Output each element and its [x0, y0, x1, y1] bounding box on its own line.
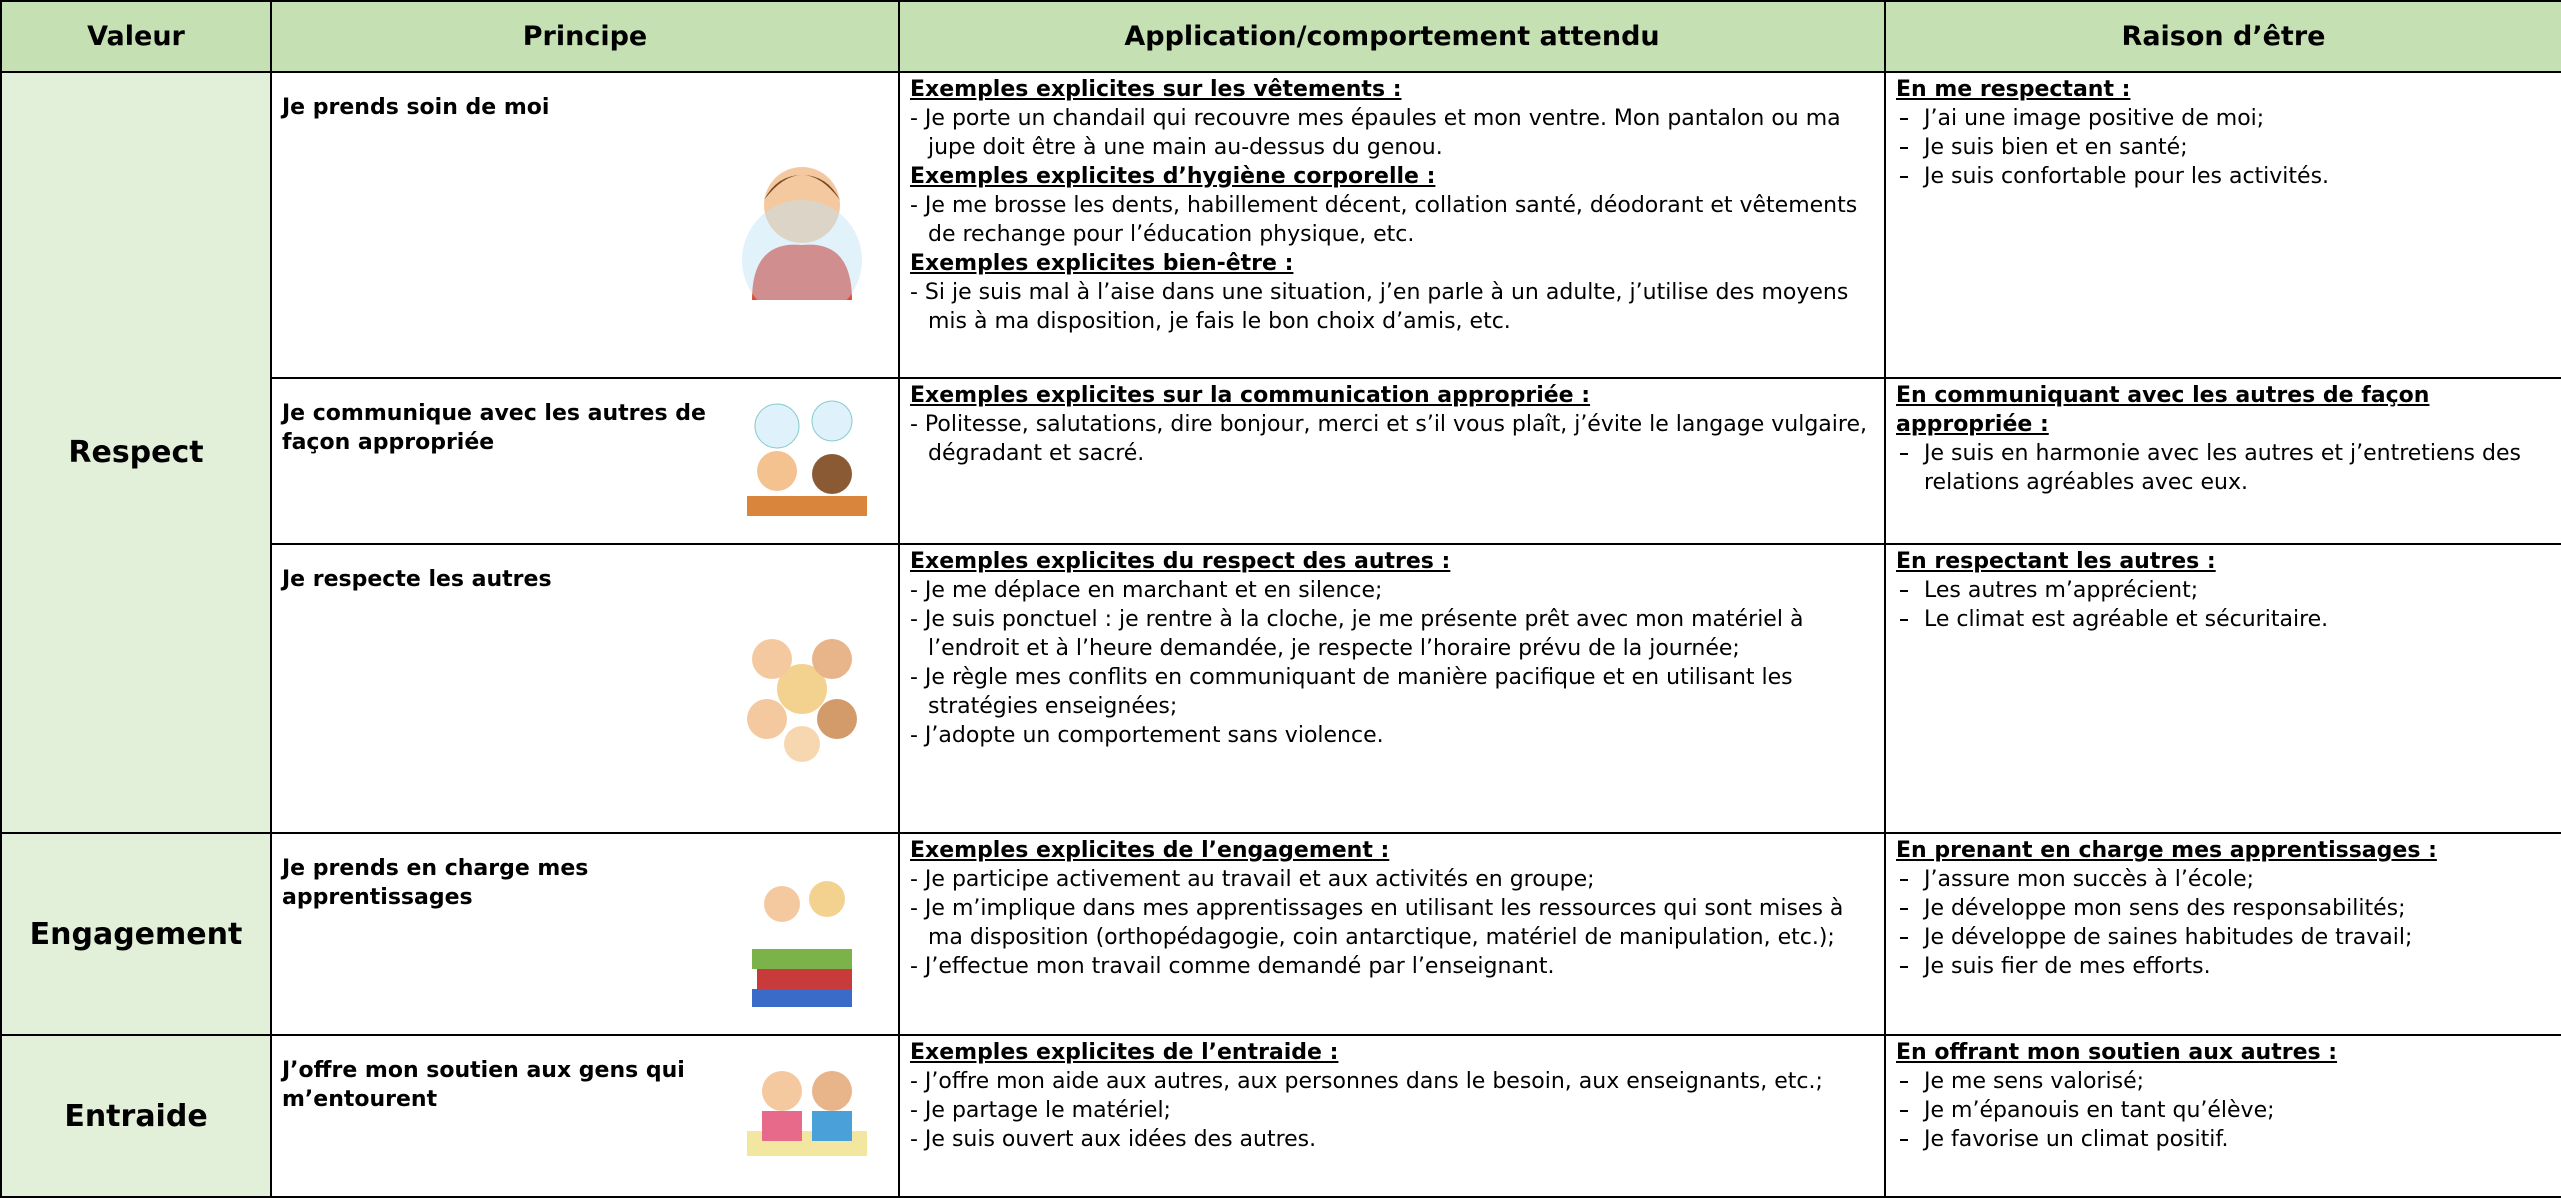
list-item: Je développe de saines habitudes de trav… [1896, 923, 2551, 952]
illustration [752, 881, 852, 1007]
list-item: - J’effectue mon travail comme demandé p… [910, 954, 1555, 979]
list-item: - Je suis ouvert aux idées des autres. [910, 1127, 1317, 1152]
list-item: - Je suis ponctuel : je rentre à la cloc… [910, 607, 1804, 661]
header-row: Valeur Principe Application/comportement… [0, 0, 2561, 73]
section-heading: En prenant en charge mes apprentissages … [1896, 838, 2437, 863]
section-heading: Exemples explicites de l’engagement : [910, 838, 1390, 863]
principe-text: Je respecte les autres [282, 567, 552, 592]
illustration [747, 400, 867, 516]
list-item: - Si je suis mal à l’aise dans une situa… [910, 280, 1849, 334]
illustration [747, 638, 857, 762]
principe-text: J’offre mon soutien aux gens qui m’entou… [282, 1058, 685, 1112]
principe-cell: Je prends en charge mes apprentissages [270, 832, 900, 1036]
section-heading: Exemples explicites du respect des autre… [910, 549, 1451, 574]
list-item: - Politesse, salutations, dire bonjour, … [910, 412, 1867, 466]
list-item: - Je règle mes conflits en communiquant … [910, 665, 1793, 719]
list-item: - Je m’implique dans mes apprentissages … [910, 896, 1844, 950]
list-item: Je suis fier de mes efforts. [1896, 952, 2551, 981]
raison-cell: En me respectant : J’ai une image positiv… [1884, 71, 2561, 379]
principe-cell: Je prends soin de moi [270, 71, 900, 379]
list-item: Je favorise un climat positif. [1896, 1125, 2551, 1154]
table-row: Je respecte les autres Exemples explicite… [1, 543, 2561, 834]
header-cell: Raison d’être [1884, 0, 2561, 73]
list-item: Je me sens valorisé; [1896, 1067, 2551, 1096]
principe-text: Je prends en charge mes apprentissages [282, 856, 589, 910]
list-item: - Je participe activement au travail et … [910, 867, 1595, 892]
list-item: Je suis bien et en santé; [1896, 133, 2551, 162]
application-cell: Exemples explicites sur la communication… [898, 377, 1886, 545]
valeur-cell: Entraide [0, 1034, 272, 1198]
list-item: J’ai une image positive de moi; [1896, 104, 2551, 133]
raison-cell: En respectant les autres : Les autres m’a… [1884, 543, 2561, 834]
section-heading: Exemples explicites bien-être : [910, 251, 1294, 276]
list-item: Les autres m’apprécient; [1896, 576, 2551, 605]
table-row: Engagement Je prends en charge mes appren… [0, 832, 2561, 1036]
list-item: Le climat est agréable et sécuritaire. [1896, 605, 2551, 634]
list-item: Je m’épanouis en tant qu’élève; [1896, 1096, 2551, 1125]
list-item: - Je me brosse les dents, habillement dé… [910, 193, 1858, 247]
list-item: - Je partage le matériel; [910, 1098, 1171, 1123]
list-item: J’assure mon succès à l’école; [1896, 865, 2551, 894]
illustration [742, 167, 862, 300]
list-item: Je suis en harmonie avec les autres et j… [1896, 439, 2551, 497]
list-item: - Je me déplace en marchant et en silenc… [910, 578, 1383, 603]
section-heading: Exemples explicites de l’entraide : [910, 1040, 1339, 1065]
principe-text: Je prends soin de moi [282, 95, 550, 120]
list-item: Je développe mon sens des responsabilité… [1896, 894, 2551, 923]
raison-cell: En offrant mon soutien aux autres : Je me… [1884, 1034, 2561, 1198]
application-cell: Exemples explicites sur les vêtements : -… [898, 71, 1886, 379]
application-cell: Exemples explicites du respect des autre… [898, 543, 1886, 834]
section-heading: En me respectant : [1896, 77, 2131, 102]
illustration [747, 1071, 867, 1156]
table-row: Je communique avec les autres de façon a… [1, 377, 2561, 545]
section-heading: Exemples explicites sur les vêtements : [910, 77, 1402, 102]
list-item: - Je porte un chandail qui recouvre mes … [910, 106, 1841, 160]
section-heading: En communiquant avec les autres de façon… [1896, 383, 2430, 437]
principe-cell: Je communique avec les autres de façon a… [270, 377, 900, 545]
application-cell: Exemples explicites de l’entraide : - J’o… [898, 1034, 1886, 1198]
principe-cell: Je respecte les autres [270, 543, 900, 834]
table-row: Entraide J’offre mon soutien aux gens qui… [0, 1034, 2561, 1198]
list-item: - J’adopte un comportement sans violence… [910, 723, 1384, 748]
section-heading: En offrant mon soutien aux autres : [1896, 1040, 2338, 1065]
header-cell: Application/comportement attendu [898, 0, 1886, 73]
valeur-cell: Engagement [0, 832, 272, 1036]
section-heading: En respectant les autres : [1896, 549, 2216, 574]
list-item: - J’offre mon aide aux autres, aux perso… [910, 1069, 1823, 1094]
principe-text: Je communique avec les autres de façon a… [282, 401, 706, 455]
list-item: Je suis confortable pour les activités. [1896, 162, 2551, 191]
raison-cell: En prenant en charge mes apprentissages … [1884, 832, 2561, 1036]
principe-cell: J’offre mon soutien aux gens qui m’entou… [270, 1034, 900, 1198]
application-cell: Exemples explicites de l’engagement : - J… [898, 832, 1886, 1036]
header-cell: Valeur [0, 0, 272, 73]
raison-cell: En communiquant avec les autres de façon… [1884, 377, 2561, 545]
section-heading: Exemples explicites sur la communication… [910, 383, 1591, 408]
header-cell: Principe [270, 0, 900, 73]
valeur-cell: Respect [0, 71, 272, 834]
section-heading: Exemples explicites d’hygiène corporelle… [910, 164, 1436, 189]
table-row: Respect Je prends soin de moi Exemples exp… [0, 71, 2561, 834]
